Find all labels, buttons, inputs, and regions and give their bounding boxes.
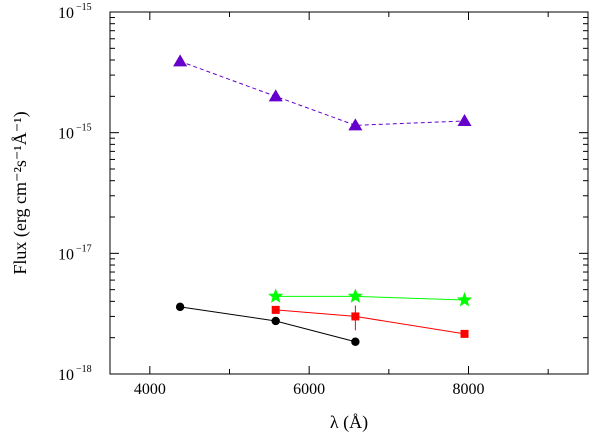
series-line: [180, 306, 356, 343]
data-point-triangle: [457, 113, 472, 126]
data-point-square: [460, 329, 469, 338]
series-line: [275, 309, 465, 335]
data-point-circle: [271, 316, 280, 326]
plot-frame: [109, 11, 589, 375]
data-point-circle: [175, 302, 185, 312]
x-tick-label: 4000: [134, 381, 166, 398]
y-tick-label: 10: [58, 246, 74, 263]
y-tick-label: 10: [58, 126, 74, 143]
data-point-triangle: [348, 118, 363, 131]
y-tick-label-exponent: −15: [76, 123, 92, 134]
y-axis-label: Flux (erg cm⁻²s⁻¹Å⁻¹): [10, 111, 31, 274]
x-tick-label: 6000: [293, 381, 325, 398]
y-tick-label: 10: [58, 367, 74, 384]
data-point-star: [347, 288, 363, 303]
series-triangle: [173, 54, 472, 131]
data-point-square: [351, 312, 360, 321]
series-circle: [175, 302, 360, 346]
data-point-triangle: [268, 89, 283, 102]
y-tick-label-exponent: −18: [76, 364, 92, 375]
y-tick-label-exponent: −15: [76, 2, 92, 13]
x-tick-label: 8000: [453, 381, 485, 398]
data-point-star: [268, 288, 284, 303]
series-line: [275, 295, 465, 301]
series-star: [268, 288, 473, 307]
axis-ticks: [110, 11, 588, 375]
data-point-square: [271, 305, 280, 314]
series-square: [271, 305, 469, 338]
data-point-circle: [351, 337, 360, 346]
y-tick-label-exponent: −17: [76, 243, 92, 254]
series-line: [179, 60, 465, 126]
data-point-star: [456, 292, 473, 307]
series-layer: [173, 54, 473, 346]
x-axis-label: λ (Å): [330, 412, 368, 433]
y-tick-label: 10: [58, 5, 74, 22]
data-point-triangle: [173, 54, 188, 67]
